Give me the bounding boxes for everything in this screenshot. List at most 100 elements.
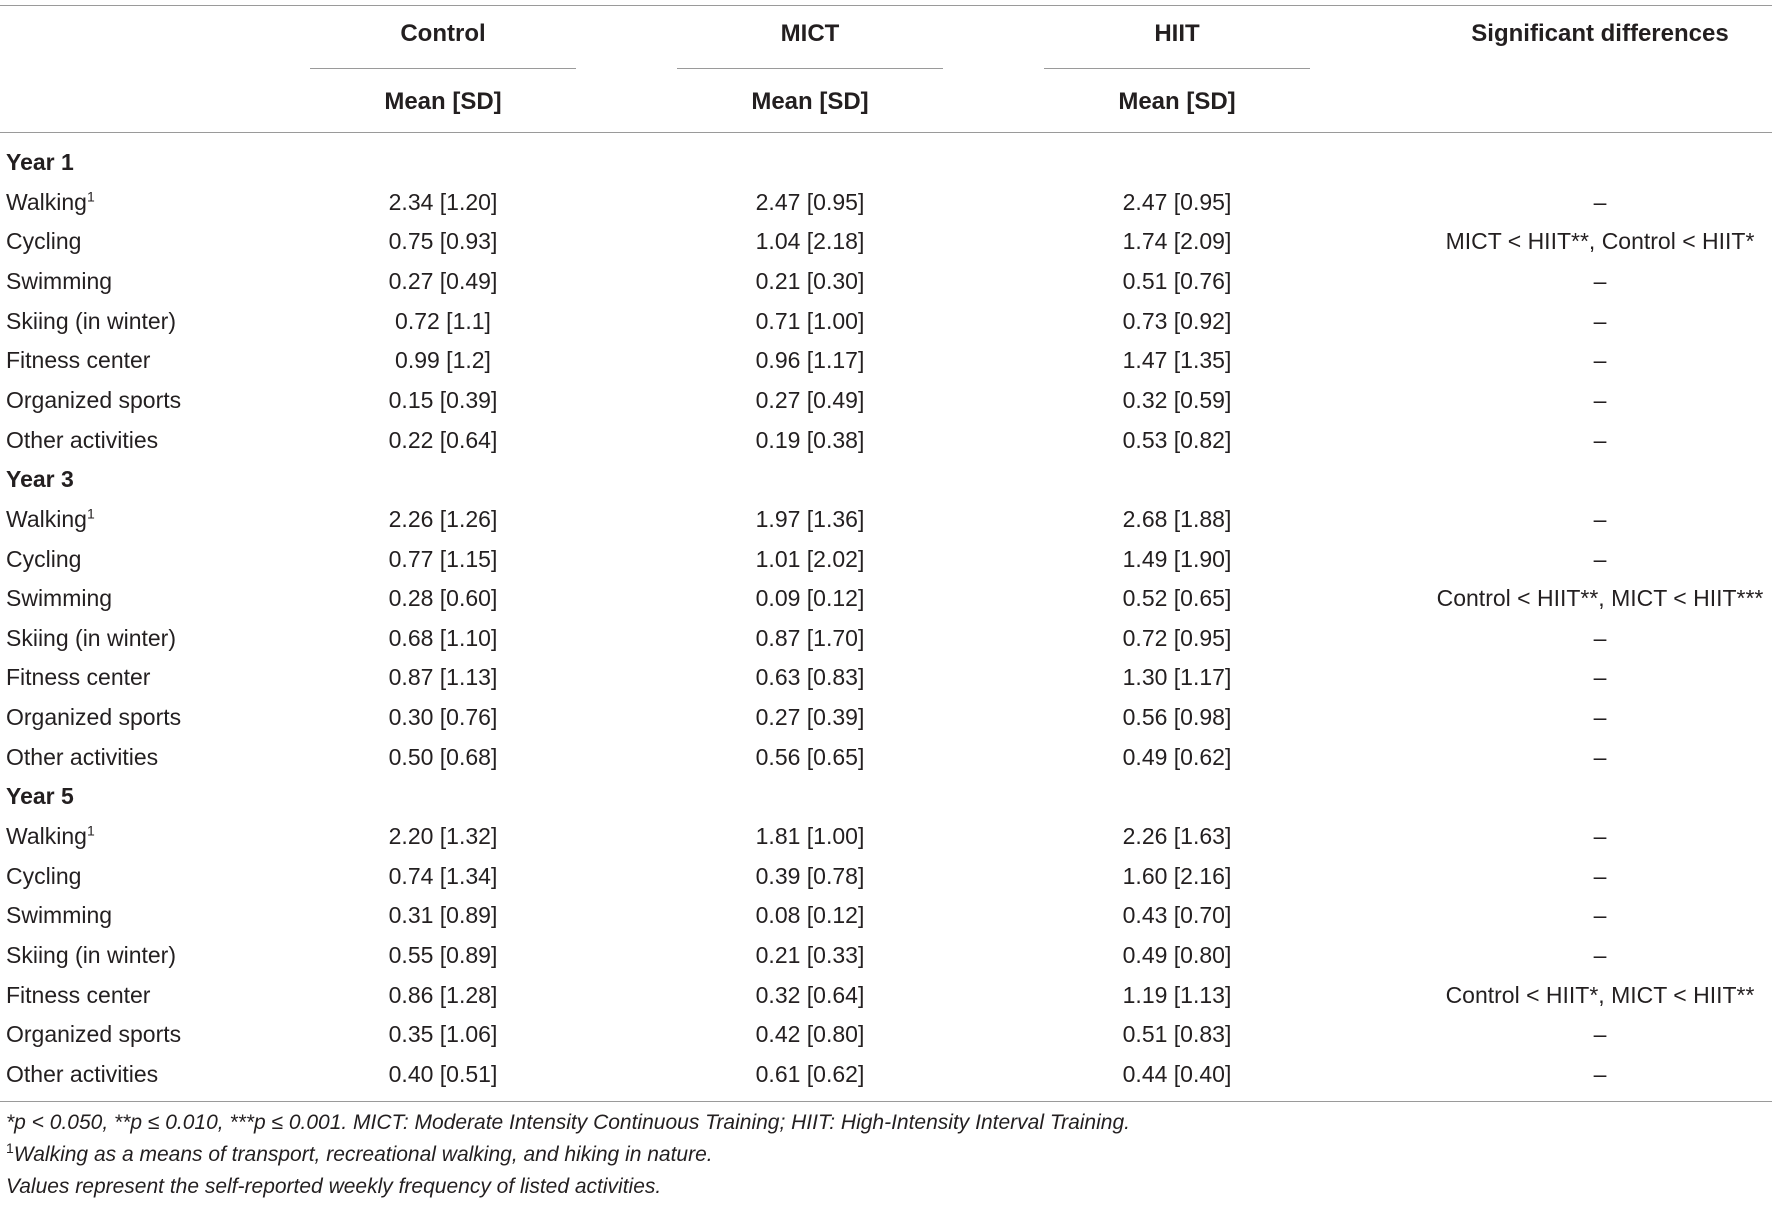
cell-mict: 2.47 [0.95] xyxy=(755,188,865,215)
cell-hiit: 0.32 [0.59] xyxy=(1122,386,1232,413)
table-row: Organized sports 0.30 [0.76] 0.27 [0.39] 0.… xyxy=(0,698,1772,737)
activity-label: Organized sports xyxy=(6,704,182,731)
cell-significance: – xyxy=(1593,664,1607,691)
cell-significance: – xyxy=(1593,624,1607,651)
cell-hiit: 1.74 [2.09] xyxy=(1122,228,1232,255)
cell-significance: Control < HIIT*, MICT < HIIT** xyxy=(1445,981,1755,1008)
cell-hiit: 0.43 [0.70] xyxy=(1122,902,1232,929)
activity-label: Skiing (in winter) xyxy=(6,942,176,968)
cell-significance: – xyxy=(1593,823,1607,850)
cell-control: 2.20 [1.32] xyxy=(388,823,498,850)
subheader-hiit: Mean [SD] xyxy=(1118,88,1236,115)
cell-significance: – xyxy=(1593,1021,1607,1048)
cell-activity: Cycling xyxy=(6,857,81,896)
cell-mict: 0.21 [0.33] xyxy=(755,942,865,968)
cell-mict: 0.56 [0.65] xyxy=(755,743,865,770)
cell-activity: Skiing (in winter) xyxy=(6,619,176,658)
cell-control: 0.31 [0.89] xyxy=(388,902,498,929)
cell-activity: Organized sports xyxy=(6,698,181,737)
cell-control: 0.68 [1.10] xyxy=(388,624,498,651)
activity-label: Walking xyxy=(6,823,87,850)
activity-label: Cycling xyxy=(6,228,82,255)
cell-mict: 0.42 [0.80] xyxy=(755,1021,865,1048)
table-row: Swimming 0.31 [0.89] 0.08 [0.12] 0.43 [0.70… xyxy=(0,896,1772,935)
cell-significance: – xyxy=(1593,704,1607,731)
cell-mict: 0.63 [0.83] xyxy=(755,664,865,691)
activity-label: Walking xyxy=(6,188,87,215)
table-row: Walking1 2.34 [1.20] 2.47 [0.95] 2.47 [0.95… xyxy=(0,183,1772,222)
activity-label: Fitness center xyxy=(6,981,151,1008)
cell-control: 0.99 [1.2] xyxy=(395,347,491,374)
table-row: Fitness center 0.99 [1.2] 0.96 [1.17] 1.47 … xyxy=(0,341,1772,380)
cell-control: 2.34 [1.20] xyxy=(388,188,498,215)
activity-label: Other activities xyxy=(6,1060,159,1087)
cell-control: 0.30 [0.76] xyxy=(388,704,498,731)
cell-control: 0.77 [1.15] xyxy=(388,545,498,572)
cell-activity: Walking1 xyxy=(6,183,95,222)
table-row: Cycling 0.75 [0.93] 1.04 [2.18] 1.74 [2.09]… xyxy=(0,222,1772,261)
cell-mict: 0.96 [1.17] xyxy=(755,347,865,374)
cell-hiit: 1.19 [1.13] xyxy=(1122,981,1232,1008)
footnote-marker: 1 xyxy=(86,505,95,522)
cell-activity: Organized sports xyxy=(6,1015,181,1054)
cell-mict: 0.39 [0.78] xyxy=(755,862,865,889)
table-row: Walking1 2.26 [1.26] 1.97 [1.36] 2.68 [1.88… xyxy=(0,500,1772,539)
cell-significance: – xyxy=(1593,545,1607,572)
cell-control: 0.50 [0.68] xyxy=(388,743,498,770)
cell-mict: 0.08 [0.12] xyxy=(755,902,865,929)
cell-significance: – xyxy=(1593,862,1607,889)
cell-significance: – xyxy=(1593,942,1607,968)
cell-activity: Skiing (in winter) xyxy=(6,936,176,975)
cell-control: 0.27 [0.49] xyxy=(388,267,498,294)
activity-label: Swimming xyxy=(6,902,113,929)
cell-control: 0.87 [1.13] xyxy=(388,664,498,691)
cell-hiit: 0.56 [0.98] xyxy=(1122,704,1232,731)
table-row: Walking1 2.20 [1.32] 1.81 [1.00] 2.26 [1.63… xyxy=(0,817,1772,856)
cell-mict: 0.09 [0.12] xyxy=(755,585,865,612)
cell-mict: 1.01 [2.02] xyxy=(755,545,865,572)
group-row: Year 1 xyxy=(0,143,1772,182)
cell-activity: Skiing (in winter) xyxy=(6,302,176,341)
footnotes: *p < 0.050, **p ≤ 0.010, ***p ≤ 0.001. M… xyxy=(6,1107,1130,1203)
cell-hiit: 0.44 [0.40] xyxy=(1122,1060,1232,1087)
cell-activity: Organized sports xyxy=(6,381,181,420)
cell-mict: 0.19 [0.38] xyxy=(755,426,865,453)
group-label: Year 5 xyxy=(6,783,74,810)
cell-significance: – xyxy=(1593,386,1607,413)
footnote-walking-text: Walking as a means of transport, recreat… xyxy=(13,1143,713,1166)
table-row: Other activities 0.40 [0.51] 0.61 [0.62] 0.… xyxy=(0,1055,1772,1094)
activity-label: Skiing (in winter) xyxy=(6,307,176,334)
table-row: Cycling 0.74 [1.34] 0.39 [0.78] 1.60 [2.16]… xyxy=(0,857,1772,896)
table-row: Skiing (in winter) 0.68 [1.10] 0.87 [1.70]… xyxy=(0,619,1772,658)
cell-control: 0.28 [0.60] xyxy=(388,585,498,612)
cell-mict: 0.21 [0.30] xyxy=(755,267,865,294)
cell-hiit: 2.26 [1.63] xyxy=(1122,823,1232,850)
cell-control: 0.15 [0.39] xyxy=(388,386,498,413)
cell-activity: Walking1 xyxy=(6,817,95,856)
group-row: Year 5 xyxy=(0,777,1772,816)
group-row: Year 3 xyxy=(0,460,1772,499)
cell-significance: MICT < HIIT**, Control < HIIT* xyxy=(1445,228,1755,255)
cell-significance: – xyxy=(1593,307,1607,334)
footnote-marker: 1 xyxy=(86,822,95,839)
activity-label: Other activities xyxy=(6,743,159,770)
cell-activity: Swimming xyxy=(6,896,112,935)
cell-hiit: 0.52 [0.65] xyxy=(1122,585,1232,612)
activity-label: Swimming xyxy=(6,267,113,294)
hiit-span-rule xyxy=(1044,68,1310,69)
header-control: Control xyxy=(400,20,486,47)
cell-significance: – xyxy=(1593,743,1607,770)
cell-hiit: 0.53 [0.82] xyxy=(1122,426,1232,453)
table-row: Fitness center 0.86 [1.28] 0.32 [0.64] 1.19… xyxy=(0,976,1772,1015)
cell-hiit: 2.68 [1.88] xyxy=(1122,505,1232,532)
header-hiit: HIIT xyxy=(1154,20,1200,47)
cell-hiit: 0.73 [0.92] xyxy=(1122,307,1232,334)
activity-label: Skiing (in winter) xyxy=(6,624,176,651)
table-row: Other activities 0.50 [0.68] 0.56 [0.65] 0.… xyxy=(0,738,1772,777)
activity-label: Organized sports xyxy=(6,386,182,413)
header-significant-differences: Significant differences xyxy=(1471,20,1729,47)
cell-mict: 0.32 [0.64] xyxy=(755,981,865,1008)
cell-control: 2.26 [1.26] xyxy=(388,505,498,532)
cell-mict: 0.87 [1.70] xyxy=(755,624,865,651)
cell-significance: – xyxy=(1593,505,1607,532)
